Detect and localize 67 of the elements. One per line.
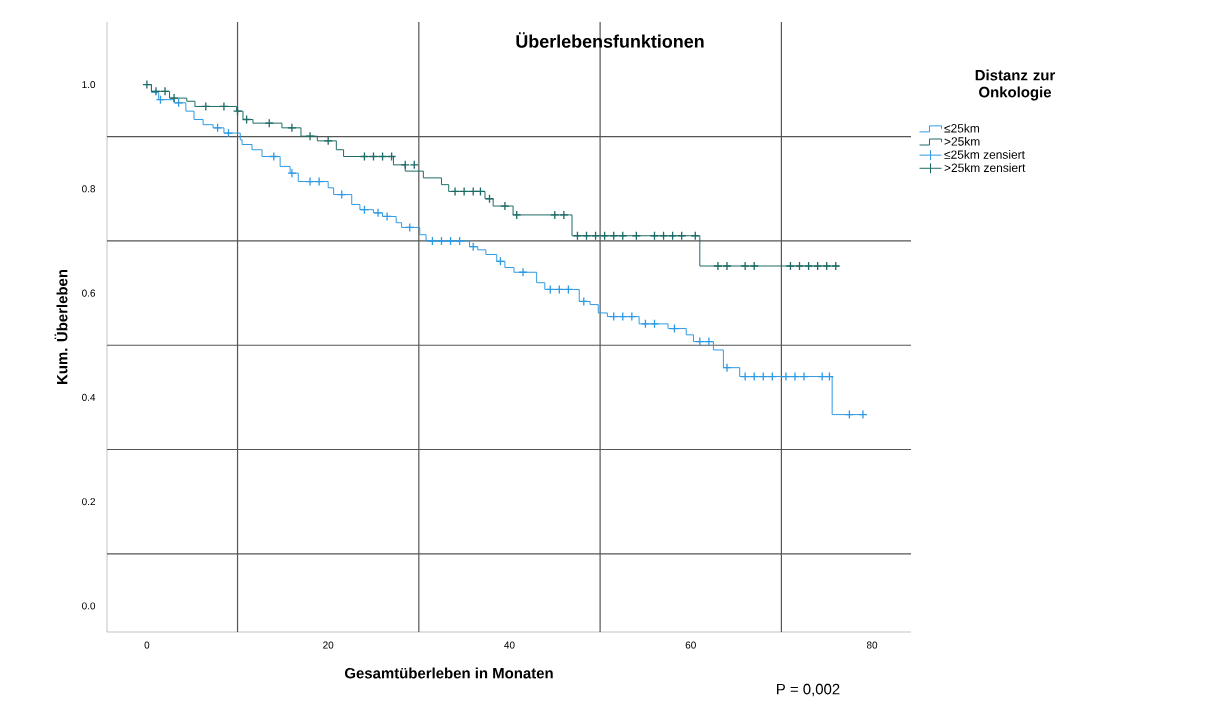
x-tick-label: 60 [685,641,696,649]
point [315,177,324,186]
point [781,372,790,381]
point [804,262,813,270]
point [460,187,469,196]
point [750,262,759,270]
point [741,262,750,270]
point [306,132,315,141]
point [410,160,419,169]
point [723,262,731,270]
point [650,319,659,328]
point [170,94,179,103]
point [428,236,437,245]
legend-label: >25km [944,136,980,146]
y-tick-label: 1.0 [82,81,96,89]
y-axis-title: Kum. Überleben [54,269,68,384]
x-axis-title: Gesamtüberleben in Monaten [344,667,553,679]
point [219,102,228,111]
x-tick-label: 0 [144,641,150,649]
point [500,202,509,211]
legend-label: >25km zensiert [944,163,1026,172]
point [287,123,296,132]
text: P = 0,002 [777,683,840,697]
point [813,262,822,270]
point [324,136,333,145]
point [455,236,464,245]
point [401,160,410,169]
x-tick-label: 20 [323,641,334,649]
y-tick-label: 0.8 [82,185,96,193]
point [704,337,713,346]
legend-title: Distanz zur Onkologie [975,69,1056,101]
point [786,262,795,270]
y-tick-label: 0.2 [82,498,95,506]
y-tick-label: 0.6 [82,289,96,297]
point [790,372,799,381]
legend-label: ≤25km [944,123,980,133]
point [383,212,392,221]
point [512,210,521,219]
point [151,87,160,96]
point [800,372,809,381]
point [287,169,296,178]
point [831,262,840,270]
point [822,262,831,270]
point [550,210,559,219]
point [265,119,274,128]
point [306,177,315,186]
point [374,208,383,217]
point [446,236,455,245]
point [142,80,151,89]
point [723,363,731,372]
point [519,268,528,277]
point [713,262,722,270]
point [224,129,233,138]
point [559,210,568,219]
text: Überlebensfunktionen [516,32,704,48]
point [451,187,460,196]
point [795,262,804,270]
point [741,372,750,381]
point [858,410,867,419]
y-tick-label: 0.0 [82,602,96,610]
x-tick-label: 40 [504,641,515,649]
point [437,236,446,245]
y-tick-label: 0.4 [82,393,96,401]
x-tick-label: 80 [866,641,878,649]
point [161,87,170,96]
point [641,319,650,328]
legend-label: ≤25km zensiert [944,150,1025,159]
